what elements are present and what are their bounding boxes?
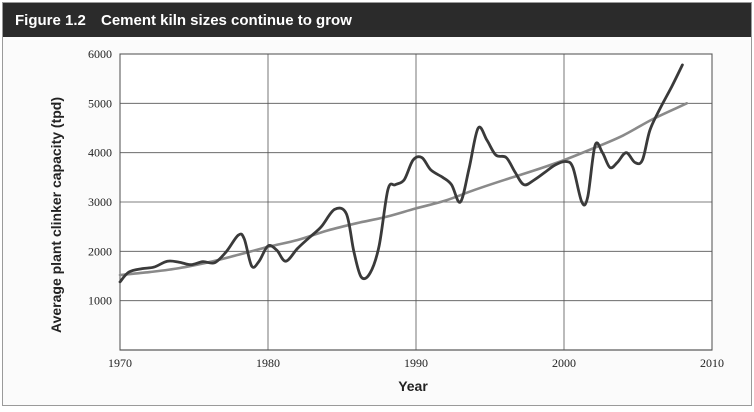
figure-label: Figure 1.2 — [15, 11, 86, 29]
figure: Figure 1.2 Cement kiln sizes continue to… — [2, 2, 752, 406]
y-tick-label: 4000 — [88, 146, 112, 160]
series-group — [118, 63, 689, 284]
capacity-line — [118, 63, 684, 284]
trend-line — [118, 102, 689, 277]
figure-title: Cement kiln sizes continue to grow — [101, 11, 352, 29]
x-tick-label: 1970 — [108, 356, 132, 370]
y-axis-title: Average plant clinker capacity (tpd) — [48, 97, 64, 333]
title-bar: Figure 1.2 Cement kiln sizes continue to… — [3, 3, 751, 37]
x-tick-label: 2000 — [552, 356, 576, 370]
line-chart: 1000 2000 3000 4000 5000 6000 1970 1980 1990 2000… — [48, 47, 724, 394]
y-tick-label: 1000 — [88, 294, 112, 308]
x-tick-label: 1980 — [256, 356, 280, 370]
x-tick-label: 1990 — [404, 356, 428, 370]
tick-labels: 1000 2000 3000 4000 5000 6000 1970 1980 1990 2000… — [88, 47, 724, 370]
grid — [119, 53, 713, 351]
y-tick-label: 6000 — [88, 47, 112, 61]
y-tick-label: 5000 — [88, 96, 112, 110]
x-axis-title: Year — [398, 378, 428, 394]
y-tick-label: 2000 — [88, 244, 112, 258]
y-tick-label: 3000 — [88, 195, 112, 209]
x-tick-label: 2010 — [700, 356, 724, 370]
